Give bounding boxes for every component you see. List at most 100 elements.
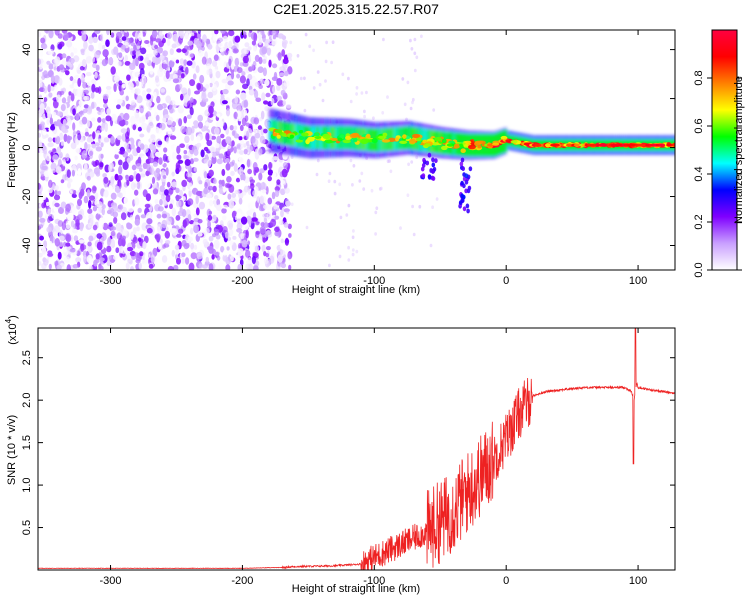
noise-speck xyxy=(155,114,160,122)
noise-speck xyxy=(146,93,152,100)
noise-speck xyxy=(239,150,244,155)
noise-speck xyxy=(218,153,224,159)
noise-speck xyxy=(268,34,273,42)
noise-speck xyxy=(211,254,215,260)
noise-speck xyxy=(66,213,73,221)
noise-speck xyxy=(42,44,48,49)
noise-speck xyxy=(282,162,288,169)
noise-speck xyxy=(281,168,288,178)
noise-speck xyxy=(95,64,100,72)
noise-speck xyxy=(235,89,241,95)
noise-speck xyxy=(126,252,130,261)
noise-speck xyxy=(169,203,173,210)
noise-speck xyxy=(169,48,174,56)
noise-speck xyxy=(242,55,249,64)
noise-speck xyxy=(66,135,71,144)
noise-speck xyxy=(100,33,104,42)
noise-speck xyxy=(117,175,123,181)
signal-blob xyxy=(416,141,422,145)
noise-speck xyxy=(193,157,199,162)
noise-speck xyxy=(178,228,184,234)
noise-speck xyxy=(43,97,48,103)
noise-speck xyxy=(197,49,204,57)
noise-speck xyxy=(103,189,109,198)
noise-speck xyxy=(211,83,217,92)
noise-speck xyxy=(176,154,182,160)
noise-speck xyxy=(226,246,230,251)
noise-speck xyxy=(192,120,199,129)
noise-speck xyxy=(135,173,141,182)
noise-speck xyxy=(141,76,147,85)
signal-ridge xyxy=(534,143,542,147)
noise-speck xyxy=(318,82,322,87)
noise-speck xyxy=(253,117,260,125)
signal-blob xyxy=(301,132,309,137)
signal-blob xyxy=(446,143,455,147)
noise-speck xyxy=(192,73,197,80)
noise-speck xyxy=(40,37,46,44)
noise-speck xyxy=(126,246,134,252)
noise-speck xyxy=(360,91,364,95)
noise-speck xyxy=(222,186,227,193)
noise-speck xyxy=(104,123,108,132)
noise-speck xyxy=(77,69,81,74)
noise-speck xyxy=(202,34,207,43)
signal-tail xyxy=(460,180,464,186)
noise-speck xyxy=(156,223,163,231)
signal-ridge xyxy=(671,143,675,147)
signal-band xyxy=(421,128,425,151)
noise-speck xyxy=(205,256,209,263)
noise-speck xyxy=(258,56,263,65)
noise-speck xyxy=(432,108,436,112)
noise-speck xyxy=(39,51,44,58)
noise-speck xyxy=(150,151,155,159)
noise-speck xyxy=(59,41,65,47)
noise-speck xyxy=(278,72,285,77)
noise-speck xyxy=(47,111,52,119)
noise-speck xyxy=(171,151,177,161)
noise-speck xyxy=(234,189,240,195)
noise-speck xyxy=(137,237,142,242)
noise-speck xyxy=(341,72,345,77)
heatmap-frame xyxy=(37,29,676,271)
noise-speck xyxy=(228,200,235,209)
noise-speck xyxy=(181,87,188,94)
noise-speck xyxy=(289,57,292,62)
noise-speck xyxy=(250,183,255,190)
noise-speck xyxy=(280,180,286,185)
noise-speck xyxy=(227,80,234,86)
noise-speck xyxy=(217,120,224,128)
colorbar-ticks: 0.0 0.2 0.4 0.6 0.8 xyxy=(693,70,742,278)
noise-speck xyxy=(222,254,228,262)
noise-speck xyxy=(122,235,126,241)
noise-speck xyxy=(347,258,351,262)
noise-speck xyxy=(274,215,280,220)
noise-speck xyxy=(81,150,88,159)
noise-speck xyxy=(54,56,61,64)
noise-speck xyxy=(271,30,278,37)
noise-speck xyxy=(249,30,253,33)
noise-speck xyxy=(165,95,171,104)
noise-speck xyxy=(82,108,88,114)
noise-speck xyxy=(57,184,64,193)
noise-speck xyxy=(208,105,214,114)
noise-speck xyxy=(412,232,416,237)
noise-speck xyxy=(409,106,413,111)
noise-speck xyxy=(92,186,97,192)
signal-blob xyxy=(467,144,476,150)
noise-speck xyxy=(236,73,241,79)
noise-speck xyxy=(149,66,154,75)
noise-speck xyxy=(119,89,124,96)
noise-speck xyxy=(176,200,182,208)
signal-blob xyxy=(441,145,448,151)
signal-ridge xyxy=(589,143,597,147)
noise-speck xyxy=(113,75,120,82)
noise-speck xyxy=(47,188,53,194)
noise-speck xyxy=(38,224,44,229)
signal-ridge xyxy=(645,143,653,147)
noise-speck xyxy=(351,252,355,257)
noise-speck xyxy=(157,68,164,78)
snr-x-tick-label: -300 xyxy=(100,575,122,587)
noise-speck xyxy=(202,264,208,269)
colorbar-tick-label: 0.8 xyxy=(693,70,705,85)
